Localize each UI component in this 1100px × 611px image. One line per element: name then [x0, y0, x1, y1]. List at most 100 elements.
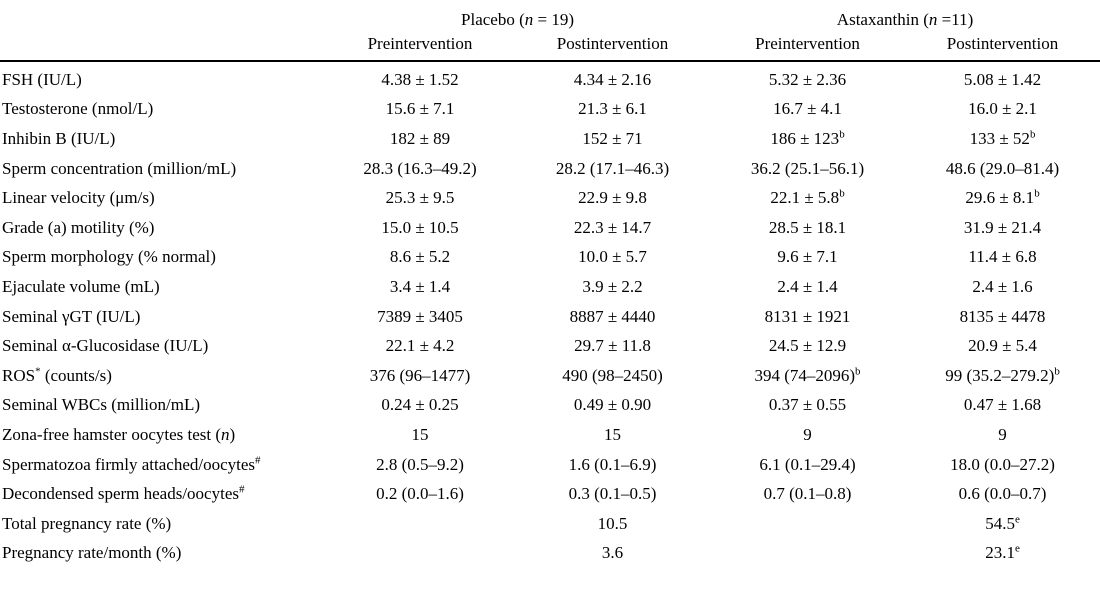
cell-value: 1.6 (0.1–6.9) [568, 454, 657, 474]
cell-value: 490 (98–2450) [562, 365, 663, 385]
table-row: Sperm concentration (million/mL) 28.3 (16… [0, 154, 1100, 184]
cell-value: 16.7 ± 4.1 [773, 99, 842, 119]
cell-value: 22.3 ± 14.7 [573, 217, 652, 237]
cell-value: 28.2 (17.1–46.3) [555, 158, 670, 178]
row-label: Seminal γGT (IU/L) [2, 306, 141, 326]
cell-value: 10.0 ± 5.7 [578, 247, 647, 267]
cell-value: 15 [604, 424, 621, 444]
cell-value: 2.4 ± 1.6 [972, 276, 1033, 296]
cell-value: 29.7 ± 11.8 [574, 336, 651, 356]
row-label: Seminal WBCs (million/mL) [2, 395, 201, 415]
row-label: Inhibin B (IU/L) [2, 128, 116, 148]
row-label: Total pregnancy rate (%) [2, 513, 172, 533]
cell-value: 7389 ± 3405 [377, 306, 463, 326]
table-row: Pregnancy rate/month (%) 3.6 23.1e [0, 539, 1100, 569]
cell-value: 3.6 [601, 543, 624, 563]
cell-value: 0.49 ± 0.90 [573, 395, 652, 415]
table-row: FSH (IU/L) 4.38 ± 1.52 4.34 ± 2.16 5.32 ± 2… [0, 61, 1100, 95]
results-table: Placebo (n = 19) Astaxanthin (n =11) Prei… [0, 6, 1100, 568]
table-row: Zona-free hamster oocytes test (n) 15 15 9 9 [0, 420, 1100, 450]
table-body: FSH (IU/L) 4.38 ± 1.52 4.34 ± 2.16 5.32 ± 2… [0, 61, 1100, 568]
cell-value: 21.3 ± 6.1 [578, 99, 647, 119]
cell-value: 18.0 (0.0–27.2) [950, 454, 1055, 474]
group-header-row: Placebo (n = 19) Astaxanthin (n =11) [0, 6, 1100, 32]
row-label: Sperm concentration (million/mL) [2, 158, 237, 178]
row-label: Sperm morphology (% normal) [2, 247, 216, 267]
table-row: Total pregnancy rate (%) 10.5 54.5e [0, 509, 1100, 539]
cell-value: 22.1 ± 4.2 [385, 336, 455, 356]
cell-value: 10.5 [597, 513, 628, 533]
column-header-0-1: Postintervention [515, 32, 711, 62]
cell-value: 0.3 (0.1–0.5) [568, 484, 657, 504]
table-header: Placebo (n = 19) Astaxanthin (n =11) Prei… [0, 6, 1100, 62]
row-label: Zona-free hamster oocytes test (n) [2, 424, 236, 444]
row-label: Seminal α-Glucosidase (IU/L) [2, 336, 209, 356]
sub-header-row: Preintervention Postintervention Preinterv… [0, 32, 1100, 62]
cell-value [710, 509, 905, 539]
cell-value: 152 ± 71 [582, 128, 643, 148]
cell-value: 0.6 (0.0–0.7) [958, 484, 1047, 504]
table-row: Linear velocity (μm/s) 25.3 ± 9.5 22.9 ± 9… [0, 183, 1100, 213]
cell-value: 24.5 ± 12.9 [768, 336, 847, 356]
cell-value: 15.0 ± 10.5 [381, 217, 459, 237]
cell-value: 182 ± 89 [389, 128, 451, 148]
cell-value: 31.9 ± 21.4 [963, 217, 1042, 237]
row-label: Grade (a) motility (%) [2, 217, 155, 237]
row-label: Spermatozoa firmly attached/oocytes# [2, 453, 261, 474]
cell-value: 3.9 ± 2.2 [582, 276, 643, 296]
cell-value: 15 [411, 424, 429, 444]
cell-value: 0.24 ± 0.25 [381, 395, 459, 415]
cell-value: 9 [998, 424, 1007, 444]
cell-value: 16.0 ± 2.1 [968, 99, 1037, 119]
cell-value: 376 (96–1477) [369, 365, 471, 385]
cell-value: 186 ± 123b [770, 128, 845, 148]
cell-value: 20.9 ± 5.4 [968, 336, 1037, 356]
table-row: Seminal γGT (IU/L) 7389 ± 3405 8887 ± 4440… [0, 302, 1100, 332]
row-label: ROS* (counts/s) [2, 365, 112, 385]
table-row: Seminal α-Glucosidase (IU/L) 22.1 ± 4.2 29… [0, 331, 1100, 361]
table-row: Testosterone (nmol/L) 15.6 ± 7.1 21.3 ± 6.… [0, 95, 1100, 125]
table-row: Decondensed sperm heads/oocytes# 0.2 (0.0… [0, 479, 1100, 509]
cell-value: 3.4 ± 1.4 [389, 276, 451, 296]
cell-value: 9 [803, 424, 812, 444]
column-header-0-0: Preintervention [325, 32, 515, 62]
cell-value: 15.6 ± 7.1 [385, 99, 455, 119]
cell-value: 394 (74–2096)b [754, 365, 861, 385]
table-row: Sperm morphology (% normal) 8.6 ± 5.2 10.0… [0, 243, 1100, 273]
table-row: Spermatozoa firmly attached/oocytes# 2.8 … [0, 450, 1100, 480]
cell-value: 48.6 (29.0–81.4) [945, 158, 1060, 178]
row-label: Ejaculate volume (mL) [2, 276, 160, 296]
cell-value [325, 539, 515, 569]
column-header-1-0: Preintervention [710, 32, 906, 62]
row-label: FSH (IU/L) [2, 69, 82, 89]
corner-cell [0, 6, 325, 32]
cell-value: 54.5e [985, 513, 1020, 533]
cell-value: 6.1 (0.1–29.4) [759, 454, 856, 474]
cell-value: 28.5 ± 18.1 [768, 217, 847, 237]
cell-value [710, 539, 905, 569]
cell-value: 5.32 ± 2.36 [768, 69, 847, 89]
cell-value: 133 ± 52b [969, 128, 1036, 148]
cell-value: 8.6 ± 5.2 [389, 247, 451, 267]
cell-value: 2.4 ± 1.4 [777, 276, 838, 296]
row-label: Pregnancy rate/month (%) [2, 543, 182, 563]
cell-value: 23.1e [985, 542, 1020, 563]
cell-value: 22.9 ± 9.8 [578, 188, 647, 208]
corner-cell-2 [0, 32, 325, 62]
table-row: ROS* (counts/s) 376 (96–1477) 490 (98–2450… [0, 361, 1100, 391]
cell-value: 4.38 ± 1.52 [381, 69, 459, 89]
group-header-0: Placebo (n = 19) [461, 10, 574, 29]
cell-value: 11.4 ± 6.8 [968, 247, 1037, 267]
table-row: Ejaculate volume (mL) 3.4 ± 1.4 3.9 ± 2.2 2… [0, 272, 1100, 302]
row-label: Linear velocity (μm/s) [2, 188, 155, 208]
column-header-1-1: Postintervention [905, 32, 1100, 62]
table-row: Seminal WBCs (million/mL) 0.24 ± 0.25 0.49… [0, 391, 1100, 421]
cell-value: 0.2 (0.0–1.6) [376, 484, 464, 504]
cell-value: 2.8 (0.5–9.2) [376, 454, 464, 474]
cell-value: 0.47 ± 1.68 [963, 395, 1042, 415]
cell-value: 22.1 ± 5.8b [770, 187, 845, 208]
row-label: Testosterone (nmol/L) [2, 99, 154, 119]
cell-value: 8135 ± 4478 [959, 306, 1046, 326]
table-row: Grade (a) motility (%) 15.0 ± 10.5 22.3 ± … [0, 213, 1100, 243]
